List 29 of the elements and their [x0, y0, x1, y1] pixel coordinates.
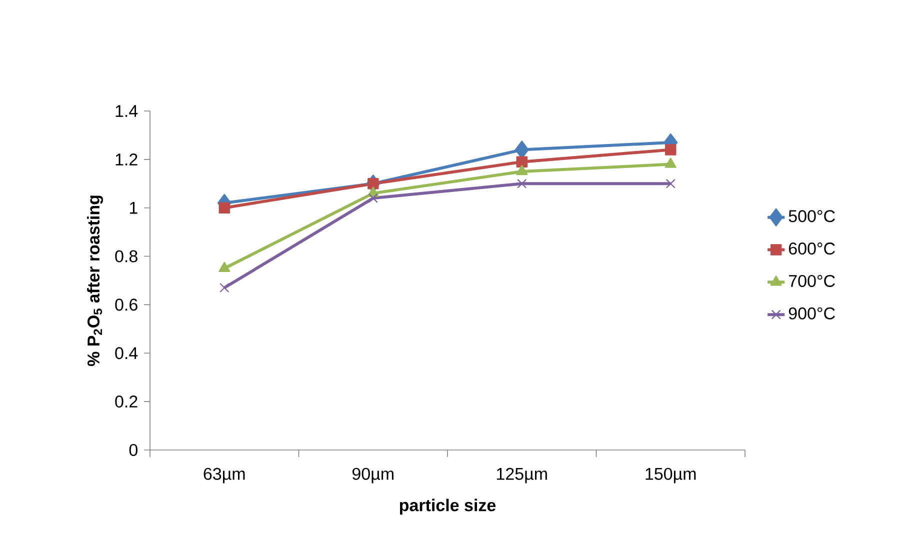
point [666, 178, 676, 188]
point [664, 158, 676, 168]
point [220, 282, 230, 293]
y-axis-title: % P$_{2}$O$_{5}$ after roasting [87, 196, 103, 366]
point [368, 193, 378, 204]
point [516, 156, 528, 168]
point [218, 262, 230, 272]
legend-label: 500°C [788, 210, 835, 222]
y-tick-label: 1 [130, 202, 138, 214]
point [368, 178, 379, 190]
legend-label: 900°C [788, 307, 835, 320]
y-tick-label: 1.2 [116, 153, 138, 166]
y-tick-label: 0.8 [115, 250, 138, 262]
y-tick-label: 0.6 [115, 298, 138, 311]
x-tick-label: 150µm [646, 468, 696, 484]
y-tick-label: 0.4 [115, 347, 138, 360]
point [218, 202, 230, 214]
x-axis-title: particle size [400, 498, 496, 515]
y-tick-label: 0 [129, 444, 138, 456]
y-tick-label: 1.4 [116, 105, 138, 117]
point [516, 164, 528, 176]
y-tick-label: 0.2 [115, 396, 138, 408]
legend-label: 700°C [788, 274, 835, 287]
x-tick-label: 90µm [352, 468, 394, 484]
x-tick-label: 125µm [497, 468, 547, 484]
x-tick-label: 63µm [204, 468, 245, 484]
legend-label: 600°C [788, 242, 835, 255]
point [665, 144, 676, 156]
point [517, 178, 527, 188]
